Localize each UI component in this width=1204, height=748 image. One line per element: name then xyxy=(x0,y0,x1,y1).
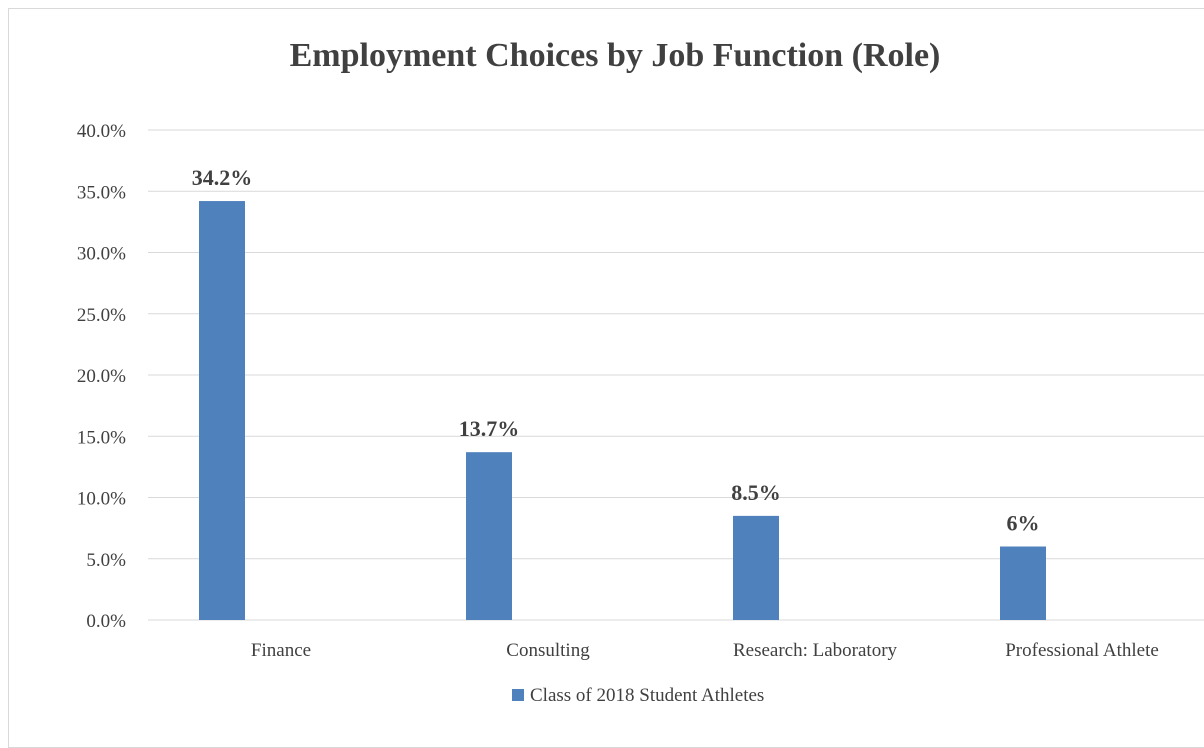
bar xyxy=(1000,546,1046,620)
bars xyxy=(199,201,1046,621)
bar xyxy=(733,515,779,620)
data-label: 8.5% xyxy=(731,480,781,505)
chart-title: Employment Choices by Job Function (Role… xyxy=(290,37,941,74)
y-tick-label: 40.0% xyxy=(77,121,126,142)
data-label: 34.2% xyxy=(192,165,253,190)
y-tick-label: 10.0% xyxy=(77,489,126,510)
y-tick-label: 25.0% xyxy=(77,305,126,326)
y-axis-tick-labels: 0.0% 5.0% 10.0% 15.0% 20.0% 25.0% 30.0% 35.0% 40… xyxy=(77,121,126,632)
y-tick-label: 5.0% xyxy=(86,550,126,571)
legend: Class of 2018 Student Athletes xyxy=(512,685,764,706)
x-tick-label: Professional Athlete xyxy=(1005,640,1159,661)
legend-swatch xyxy=(512,689,524,701)
y-tick-label: 20.0% xyxy=(77,366,126,387)
y-tick-label: 35.0% xyxy=(77,182,126,203)
gridlines xyxy=(148,129,1204,621)
x-axis-tick-labels: Finance Consulting Research: Laboratory Pro… xyxy=(251,640,1159,661)
bar xyxy=(199,201,245,621)
bar-chart: Employment Choices by Job Function (Role… xyxy=(77,37,1204,706)
legend-label: Class of 2018 Student Athletes xyxy=(530,685,764,706)
x-tick-label: Research: Laboratory xyxy=(733,640,898,661)
y-tick-label: 15.0% xyxy=(77,427,126,448)
data-labels: 34.2% 13.7% 8.5% 6% xyxy=(192,165,1040,535)
data-label: 13.7% xyxy=(459,416,520,441)
data-label: 6% xyxy=(1007,511,1040,536)
x-tick-label: Finance xyxy=(251,640,311,661)
y-tick-label: 30.0% xyxy=(77,244,126,265)
bar xyxy=(466,452,512,620)
x-tick-label: Consulting xyxy=(506,640,590,661)
y-tick-label: 0.0% xyxy=(86,611,126,632)
